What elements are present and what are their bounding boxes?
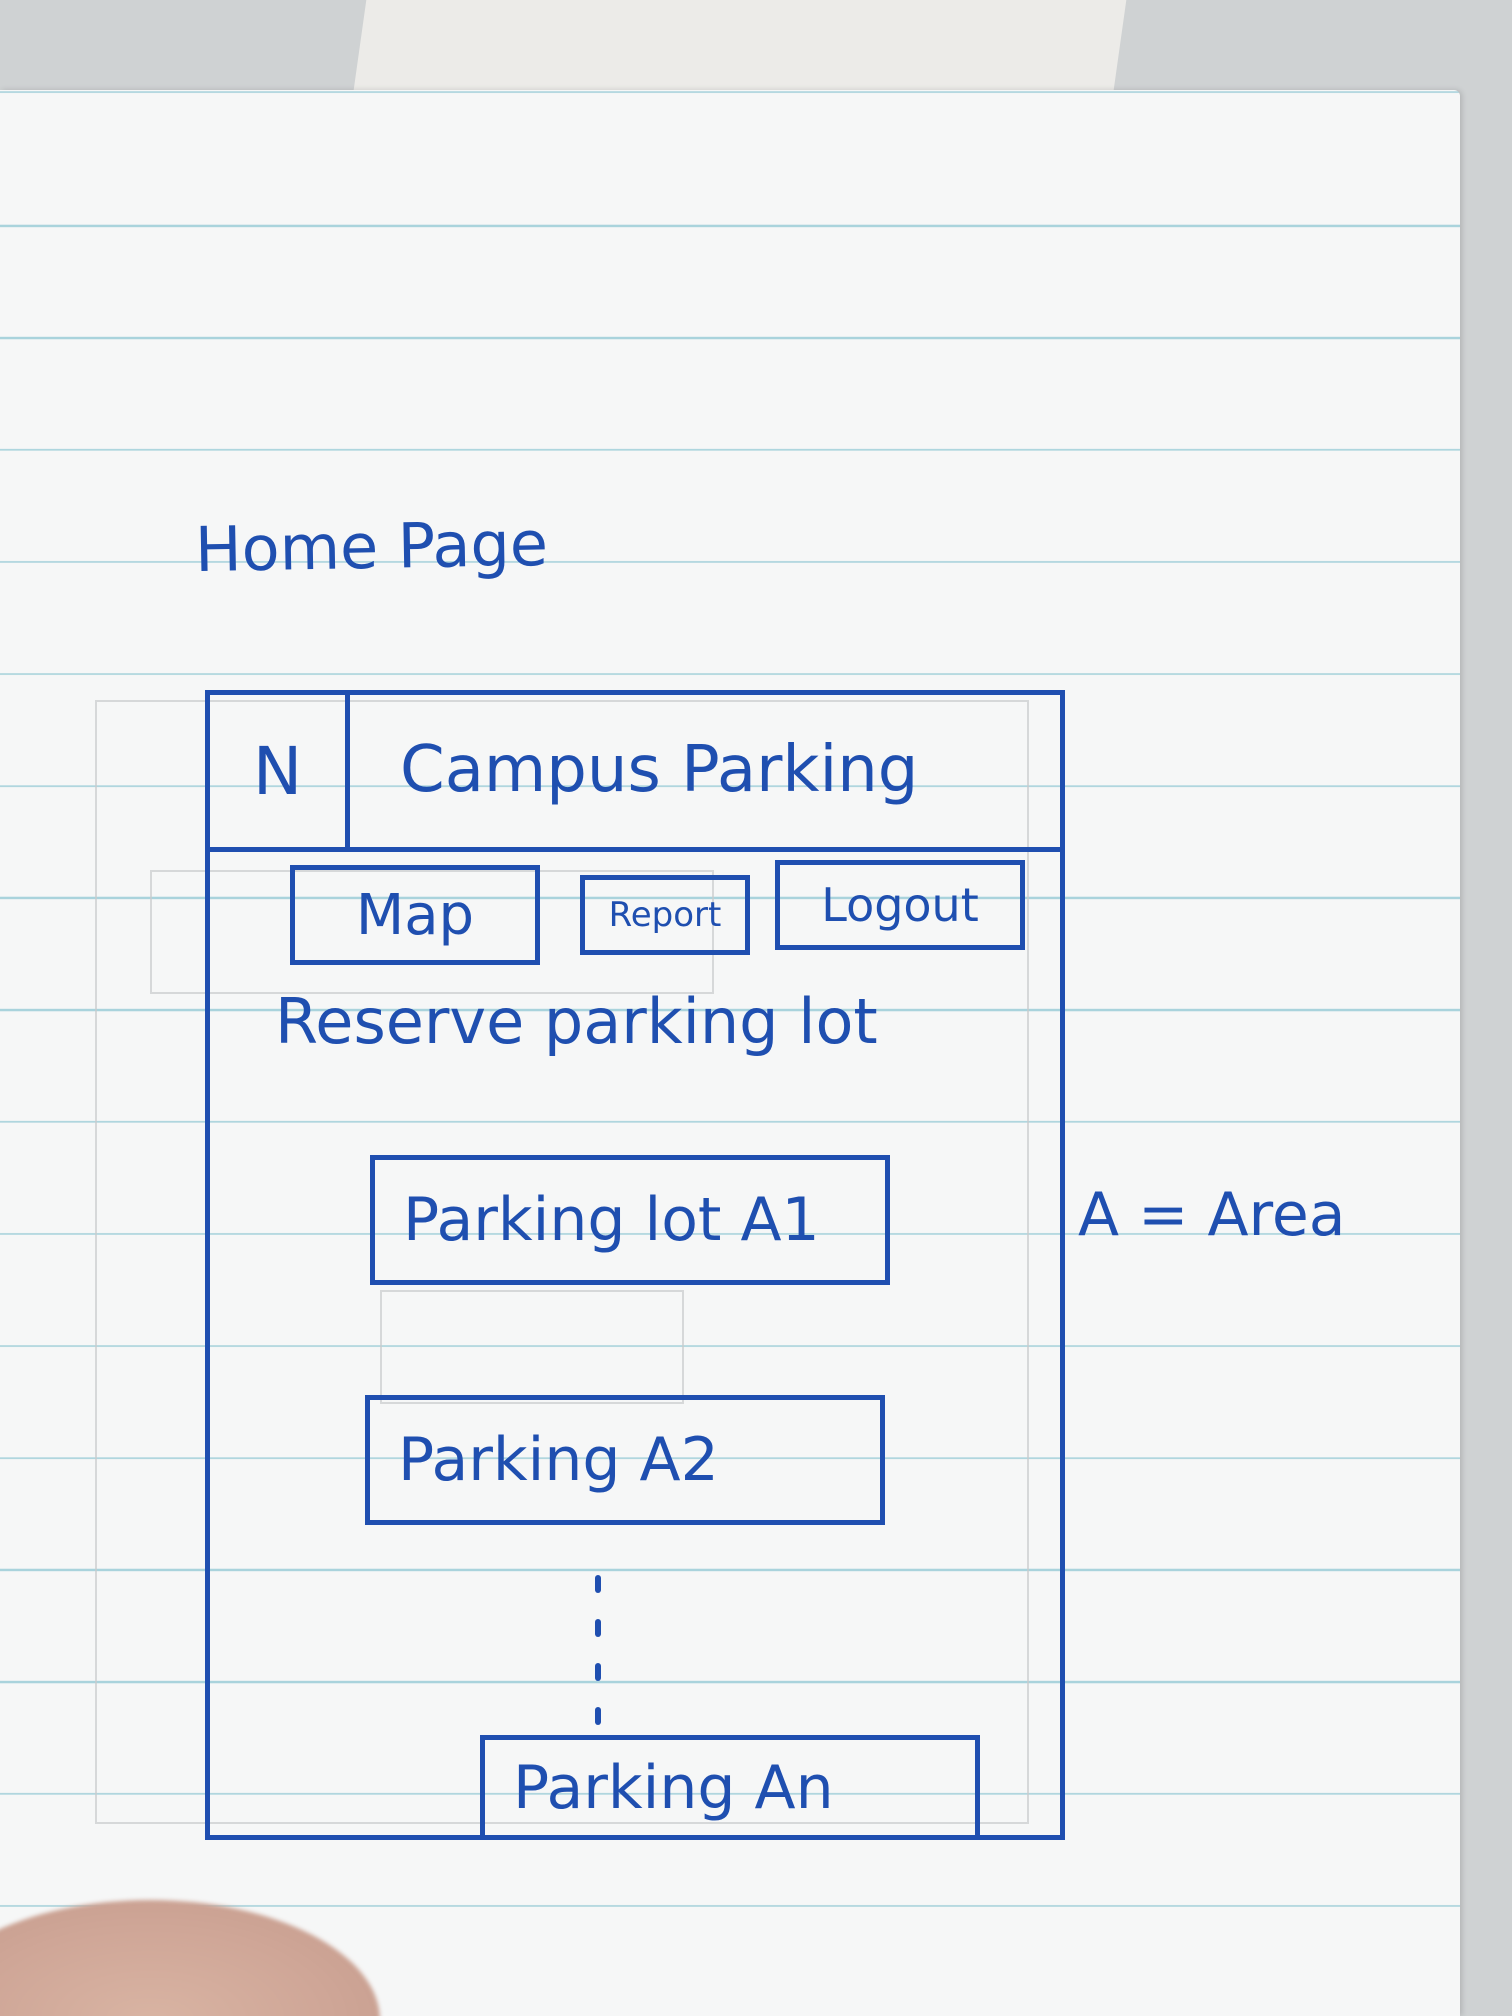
nav-logo[interactable]: N — [210, 695, 350, 847]
logout-button[interactable]: Logout — [775, 860, 1025, 950]
paper-scrap — [353, 0, 1127, 90]
page-title: Home Page — [194, 506, 549, 587]
navbar: N Campus Parking — [210, 695, 1060, 852]
phone-frame: N Campus Parking Map Report Logout Reser… — [205, 690, 1065, 1840]
report-button[interactable]: Report — [580, 875, 750, 955]
map-button[interactable]: Map — [290, 865, 540, 965]
notebook-page — [0, 90, 1460, 2016]
parking-lot-an-button[interactable]: Parking An — [480, 1735, 980, 1840]
vertical-dots-icon — [592, 1575, 604, 1725]
app-title: Campus Parking — [400, 733, 919, 807]
section-title: Reserve parking lot — [275, 985, 878, 1058]
parking-lot-a2-button[interactable]: Parking A2 — [365, 1395, 885, 1525]
parking-lot-a1-button[interactable]: Parking lot A1 — [370, 1155, 890, 1285]
ghost-box — [380, 1290, 684, 1404]
ghost-box — [150, 870, 714, 994]
ghost-frame — [95, 700, 1029, 1824]
legend-note: A = Area — [1078, 1180, 1346, 1250]
